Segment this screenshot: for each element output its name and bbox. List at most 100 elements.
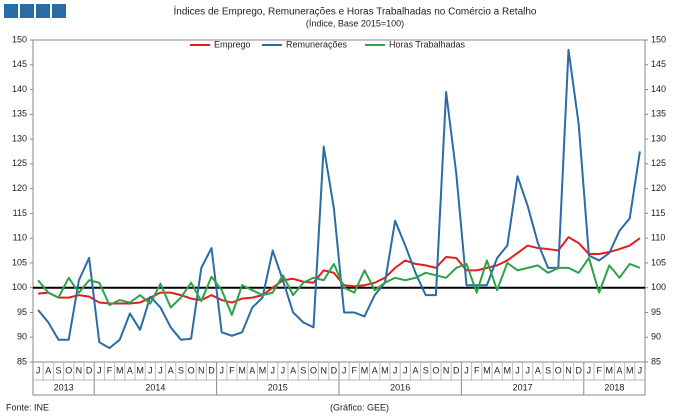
year-label: 2017 <box>513 382 533 392</box>
y-tick-label: 115 <box>13 208 27 218</box>
x-tick-label: J <box>97 365 102 375</box>
x-tick-label: O <box>432 365 439 375</box>
x-tick-label: F <box>229 365 235 375</box>
y2-tick-label: 110 <box>651 233 665 243</box>
x-tick-label: F <box>596 365 602 375</box>
x-tick-label: A <box>249 365 255 375</box>
y-tick-label: 90 <box>17 332 27 342</box>
y-tick-label: 100 <box>12 282 27 292</box>
x-tick-label: O <box>65 365 72 375</box>
y-tick-label: 140 <box>12 84 27 94</box>
x-tick-label: N <box>76 365 83 375</box>
y2-tick-label: 140 <box>651 84 666 94</box>
y2-tick-label: 85 <box>651 356 661 366</box>
y2-tick-label: 125 <box>651 158 666 168</box>
x-tick-label: S <box>545 365 551 375</box>
x-tick-label: D <box>575 365 582 375</box>
logo-square <box>20 4 34 18</box>
x-tick-label: F <box>474 365 480 375</box>
x-tick-label: A <box>494 365 500 375</box>
x-tick-label: J <box>464 365 469 375</box>
x-tick-label: N <box>198 365 205 375</box>
x-tick-label: O <box>310 365 317 375</box>
x-tick-label: A <box>127 365 133 375</box>
y-tick-label: 105 <box>12 257 27 267</box>
x-tick-label: M <box>483 365 491 375</box>
x-tick-label: J <box>219 365 224 375</box>
y-tick-label: 125 <box>12 158 27 168</box>
y2-tick-label: 95 <box>651 307 661 317</box>
logo-square <box>52 4 66 18</box>
y-tick-label: 110 <box>13 233 27 243</box>
x-tick-label: F <box>107 365 113 375</box>
x-tick-label: J <box>281 365 286 375</box>
x-tick-label: J <box>393 365 398 375</box>
y2-tick-label: 115 <box>651 208 665 218</box>
x-tick-label: J <box>515 365 520 375</box>
y2-tick-label: 150 <box>651 34 666 44</box>
legend-label: Horas Trabalhadas <box>389 39 466 49</box>
y2-tick-label: 145 <box>651 59 666 69</box>
y2-tick-label: 100 <box>651 282 666 292</box>
x-tick-label: M <box>136 365 144 375</box>
y-tick-label: 120 <box>12 183 27 193</box>
x-tick-label: J <box>638 365 643 375</box>
x-tick-label: A <box>412 365 418 375</box>
x-tick-label: D <box>331 365 338 375</box>
x-tick-label: A <box>535 365 541 375</box>
chart-subtitle: (Índice, Base 2015=100) <box>306 18 404 28</box>
x-tick-label: S <box>300 365 306 375</box>
logo-square <box>4 4 18 18</box>
x-tick-label: M <box>259 365 267 375</box>
x-tick-label: A <box>290 365 296 375</box>
year-label: 2015 <box>268 382 288 392</box>
logo-square <box>36 4 50 18</box>
x-tick-label: J <box>36 365 41 375</box>
x-tick-label: S <box>178 365 184 375</box>
y-tick-label: 85 <box>17 356 27 366</box>
x-tick-label: M <box>626 365 634 375</box>
x-tick-label: F <box>352 365 358 375</box>
chart-title: Índices de Emprego, Remunerações e Horas… <box>174 5 537 18</box>
y-tick-label: 150 <box>12 34 27 44</box>
x-tick-label: J <box>148 365 153 375</box>
x-tick-label: A <box>45 365 51 375</box>
x-tick-label: D <box>86 365 93 375</box>
y-tick-label: 95 <box>17 307 27 317</box>
y2-tick-label: 90 <box>651 332 661 342</box>
year-label: 2014 <box>145 382 165 392</box>
x-tick-label: N <box>443 365 450 375</box>
plot-frame <box>32 39 646 396</box>
x-tick-label: A <box>168 365 174 375</box>
x-tick-label: J <box>158 365 163 375</box>
x-tick-label: N <box>320 365 327 375</box>
y-tick-label: 130 <box>12 133 27 143</box>
x-tick-label: J <box>525 365 530 375</box>
x-tick-label: S <box>55 365 61 375</box>
x-tick-label: S <box>423 365 429 375</box>
y2-tick-label: 120 <box>651 183 666 193</box>
x-tick-label: J <box>587 365 592 375</box>
source: Fonte: INE <box>6 402 49 412</box>
x-tick-label: M <box>361 365 369 375</box>
year-label: 2013 <box>54 382 74 392</box>
legend-label: Emprego <box>214 39 251 49</box>
x-tick-label: O <box>188 365 195 375</box>
series-line <box>37 48 641 350</box>
x-tick-label: J <box>342 365 347 375</box>
x-tick-label: O <box>555 365 562 375</box>
x-tick-label: D <box>453 365 460 375</box>
x-tick-label: M <box>116 365 124 375</box>
credit: (Gráfico: GEE) <box>330 402 389 412</box>
x-tick-label: J <box>403 365 408 375</box>
y2-tick-label: 130 <box>651 133 666 143</box>
x-tick-label: M <box>606 365 614 375</box>
y2-tick-label: 105 <box>651 257 666 267</box>
year-label: 2018 <box>604 382 624 392</box>
x-tick-label: M <box>381 365 389 375</box>
y2-tick-label: 135 <box>651 109 666 119</box>
legend-label: Remunerações <box>286 39 348 49</box>
y-tick-label: 135 <box>12 109 27 119</box>
y-tick-label: 145 <box>12 59 27 69</box>
